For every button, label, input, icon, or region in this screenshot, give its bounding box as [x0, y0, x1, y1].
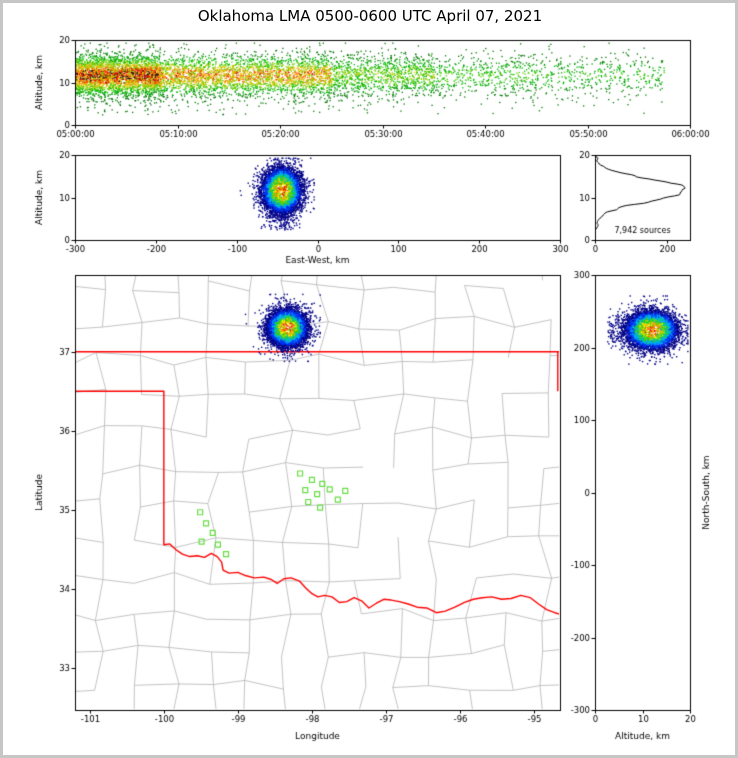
- altitude-histogram-panel: [555, 148, 738, 266]
- figure-title: Oklahoma LMA 0500-0600 UTC April 07, 202…: [197, 7, 543, 25]
- plan-view-map-panel: [25, 266, 605, 758]
- east-west-altitude-panel: [25, 148, 605, 266]
- north-south-altitude-panel: [555, 266, 738, 758]
- time-height-panel: [25, 30, 735, 150]
